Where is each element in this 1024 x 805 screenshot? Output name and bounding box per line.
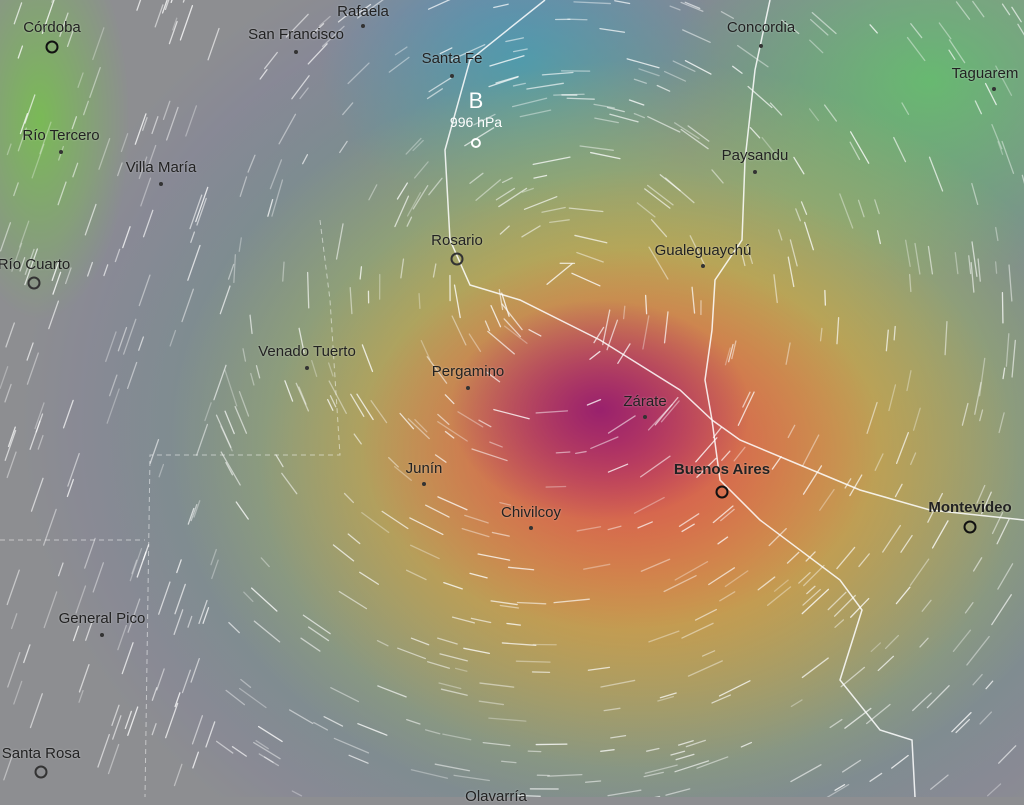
city-label[interactable]: Taguarem	[952, 65, 1019, 82]
city-label[interactable]: San Francisco	[248, 26, 344, 43]
city-marker-icon	[992, 87, 996, 91]
city-label[interactable]: Pergamino	[432, 363, 505, 380]
city-marker-icon	[35, 766, 48, 779]
city-marker-icon	[59, 150, 63, 154]
parana-river	[445, 0, 915, 797]
city-label[interactable]: Concordia	[727, 19, 795, 36]
city-label[interactable]: Rosario	[431, 232, 483, 249]
city-label[interactable]: Venado Tuerto	[258, 343, 356, 360]
city-label[interactable]: Río Tercero	[22, 127, 99, 144]
city-marker-icon	[753, 170, 757, 174]
pressure-value: 996 hPa	[450, 114, 502, 130]
city-marker-icon	[529, 526, 533, 530]
city-marker-icon	[450, 74, 454, 78]
city-marker-icon	[46, 41, 59, 54]
city-marker-icon	[422, 482, 426, 486]
city-label[interactable]: Paysandu	[722, 147, 789, 164]
city-label[interactable]: Chivilcoy	[501, 504, 561, 521]
city-label[interactable]: Rafaela	[337, 3, 389, 20]
city-marker-icon	[701, 264, 705, 268]
city-label[interactable]: Río Cuarto	[0, 256, 70, 273]
city-marker-icon	[451, 253, 464, 266]
city-label[interactable]: Montevideo	[928, 499, 1011, 516]
city-label[interactable]: Gualeguaychú	[655, 242, 752, 259]
city-marker-icon	[294, 50, 298, 54]
city-marker-icon	[159, 182, 163, 186]
city-label[interactable]: General Pico	[59, 610, 146, 627]
city-marker-icon	[28, 277, 41, 290]
pressure-symbol: B	[450, 88, 502, 114]
pressure-marker-icon	[471, 138, 481, 148]
city-label[interactable]: Santa Fe	[422, 50, 483, 67]
city-marker-icon	[466, 386, 470, 390]
uruguay-river	[705, 0, 770, 420]
city-label[interactable]: Buenos Aires	[674, 461, 770, 478]
city-marker-icon	[964, 521, 977, 534]
city-label[interactable]: Junín	[406, 460, 443, 477]
city-marker-icon	[361, 24, 365, 28]
city-marker-icon	[759, 44, 763, 48]
province-border	[145, 220, 340, 797]
city-label[interactable]: Zárate	[623, 393, 666, 410]
city-marker-icon	[305, 366, 309, 370]
city-marker-icon	[100, 633, 104, 637]
low-pressure-center[interactable]: B 996 hPa	[450, 88, 502, 148]
city-marker-icon	[643, 415, 647, 419]
city-marker-icon	[716, 486, 729, 499]
city-label[interactable]: Villa María	[126, 159, 197, 176]
city-label[interactable]: Santa Rosa	[2, 745, 80, 762]
city-label[interactable]: Córdoba	[23, 19, 81, 36]
